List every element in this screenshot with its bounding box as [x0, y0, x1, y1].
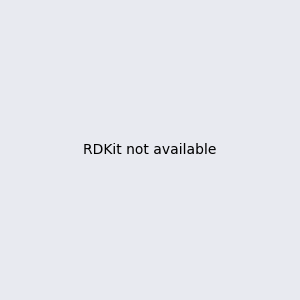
Text: RDKit not available: RDKit not available: [83, 143, 217, 157]
